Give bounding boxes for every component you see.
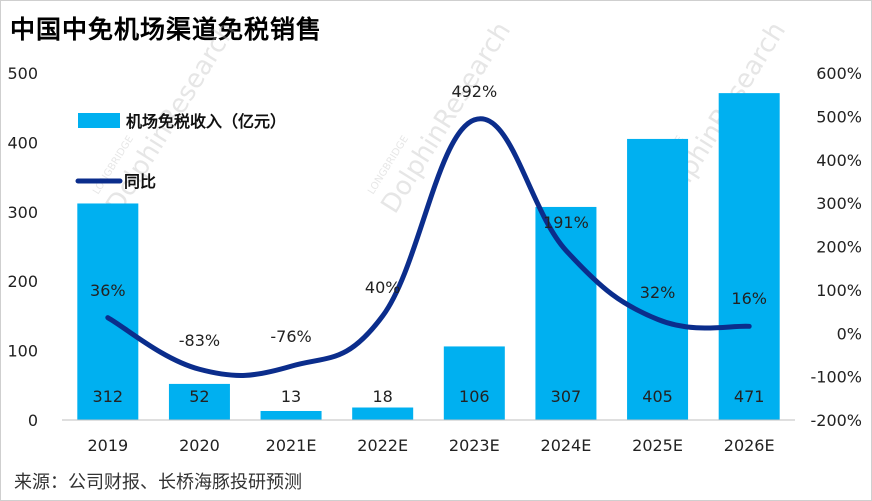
legend-bar-label: 机场免税收入（亿元） bbox=[126, 112, 286, 131]
bar-data-label: 52 bbox=[189, 387, 209, 406]
bar bbox=[718, 93, 780, 420]
bar-data-label: 471 bbox=[734, 387, 765, 406]
source-note: 来源：公司财报、长桥海豚投研预测 bbox=[14, 472, 302, 493]
y-right-tick-label: 400% bbox=[816, 151, 862, 170]
yoy-data-label: 32% bbox=[640, 283, 676, 302]
y-right-tick-label: 600% bbox=[816, 64, 862, 83]
yoy-data-label: -83% bbox=[179, 331, 220, 350]
y-left-tick-label: 400 bbox=[7, 133, 38, 152]
bar-data-label: 18 bbox=[373, 387, 393, 406]
bar-data-label: 307 bbox=[551, 387, 582, 406]
y-left-tick-label: 100 bbox=[7, 342, 38, 361]
chart-title: 中国中免机场渠道免税销售 bbox=[10, 15, 323, 44]
yoy-data-label: 16% bbox=[731, 289, 767, 308]
y-left-tick-label: 300 bbox=[7, 203, 38, 222]
bar bbox=[627, 138, 689, 420]
y-left-tick-label: 500 bbox=[7, 64, 38, 83]
y-right-tick-label: 100% bbox=[816, 281, 862, 300]
bar bbox=[443, 346, 505, 420]
bar bbox=[535, 206, 597, 420]
yoy-data-label: 191% bbox=[543, 213, 589, 232]
bar-data-label: 312 bbox=[93, 387, 124, 406]
x-tick-label: 2020 bbox=[179, 436, 220, 455]
y-left-tick-label: 0 bbox=[28, 411, 38, 430]
bar bbox=[352, 407, 414, 420]
bar-data-label: 106 bbox=[459, 387, 490, 406]
x-tick-label: 2025E bbox=[632, 436, 683, 455]
watermark-text-1: DolphinResearch bbox=[375, 17, 517, 219]
y-right-tick-label: 500% bbox=[816, 107, 862, 126]
y-right-tick-label: 200% bbox=[816, 238, 862, 257]
y-right-tick-label: -200% bbox=[810, 411, 862, 430]
legend-line-label: 同比 bbox=[124, 172, 156, 191]
yoy-line bbox=[105, 116, 752, 378]
legend-bar-swatch bbox=[78, 113, 120, 128]
yoy-data-label: 36% bbox=[90, 281, 126, 300]
bar bbox=[77, 203, 139, 420]
bar bbox=[168, 383, 230, 420]
x-tick-label: 2021E bbox=[266, 436, 317, 455]
x-tick-label: 2024E bbox=[541, 436, 592, 455]
x-tick-label: 2022E bbox=[357, 436, 408, 455]
y-right-tick-label: 0% bbox=[837, 324, 862, 343]
x-tick-label: 2026E bbox=[724, 436, 775, 455]
bar bbox=[260, 410, 322, 420]
yoy-data-label: 492% bbox=[451, 82, 497, 101]
yoy-data-label: -76% bbox=[270, 327, 311, 346]
x-tick-label: 2023E bbox=[449, 436, 500, 455]
bar-data-label: 13 bbox=[281, 387, 301, 406]
x-tick-label: 2019 bbox=[87, 436, 128, 455]
y-right-tick-label: -100% bbox=[810, 368, 862, 387]
y-right-tick-label: 300% bbox=[816, 194, 862, 213]
bar-data-label: 405 bbox=[642, 387, 673, 406]
yoy-data-label: 40% bbox=[365, 278, 401, 297]
y-left-tick-label: 200 bbox=[7, 272, 38, 291]
